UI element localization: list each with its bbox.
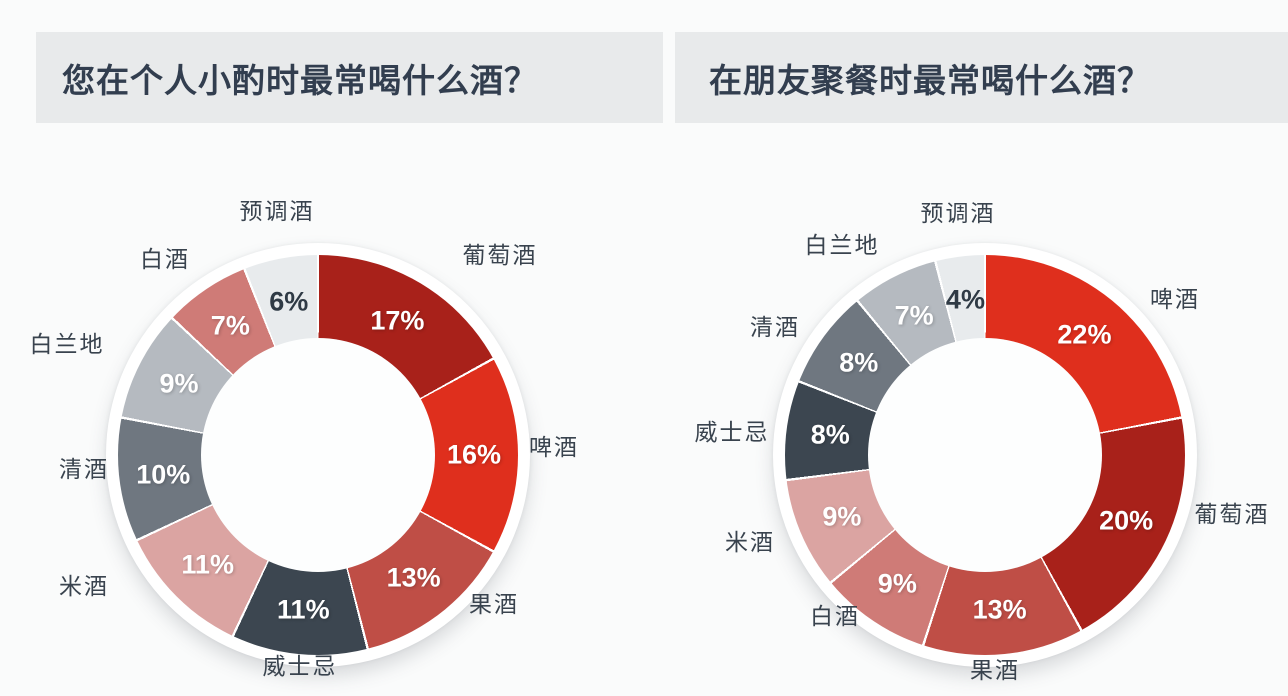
left-chart-title: 您在个人小酌时最常喝什么酒？: [62, 61, 538, 99]
right-chart-title-band: 在朋友聚餐时最常喝什么酒？: [675, 32, 1288, 123]
segment-category-label: 啤酒: [1150, 286, 1200, 312]
segment-category-label: 米酒: [725, 529, 775, 555]
segment-value-label: 13%: [386, 562, 441, 593]
right-chart-title: 在朋友聚餐时最常喝什么酒？: [709, 61, 1151, 99]
segment-category-label: 白兰地: [29, 331, 105, 357]
segment-category-label: 预调酒: [239, 198, 315, 224]
segment-category-label: 果酒: [469, 591, 519, 617]
segment-value-label: 7%: [210, 310, 250, 341]
segment-value-label: 11%: [181, 549, 234, 580]
segment-value-label: 9%: [877, 568, 917, 599]
segment-value-label: 16%: [446, 439, 502, 470]
segment-value-label: 11%: [277, 594, 330, 625]
segment-category-label: 米酒: [59, 573, 109, 599]
segment-value-label: 6%: [269, 286, 309, 317]
segment-category-label: 啤酒: [529, 434, 579, 460]
segment-category-label: 白酒: [810, 603, 860, 629]
segment-value-label: 13%: [972, 594, 1027, 625]
segment-value-label: 10%: [136, 459, 191, 490]
segment-value-label: 8%: [810, 419, 850, 450]
segment-category-label: 白酒: [140, 246, 190, 272]
segment-value-label: 22%: [1057, 319, 1112, 350]
segment-category-label: 果酒: [970, 657, 1020, 683]
segment-value-label: 20%: [1099, 505, 1154, 536]
segment-category-label: 威士忌: [694, 419, 770, 445]
segment-category-label: 葡萄酒: [462, 242, 538, 268]
segment-category-label: 葡萄酒: [1194, 501, 1270, 527]
left-chart-title-band: 您在个人小酌时最常喝什么酒？: [36, 32, 663, 123]
segment-category-label: 清酒: [59, 456, 109, 482]
donut-hole: [201, 338, 435, 572]
segment-value-label: 17%: [370, 305, 425, 336]
segment-value-label: 9%: [159, 368, 199, 399]
segment-category-label: 威士忌: [262, 653, 338, 679]
donut-hole: [868, 338, 1102, 572]
segment-category-label: 清酒: [750, 314, 800, 340]
segment-value-label: 7%: [894, 300, 934, 331]
segment-category-label: 白兰地: [804, 232, 880, 258]
segment-value-label: 4%: [945, 284, 985, 315]
segment-category-label: 预调酒: [920, 200, 996, 226]
segment-value-label: 9%: [822, 501, 862, 532]
segment-value-label: 8%: [839, 347, 879, 378]
